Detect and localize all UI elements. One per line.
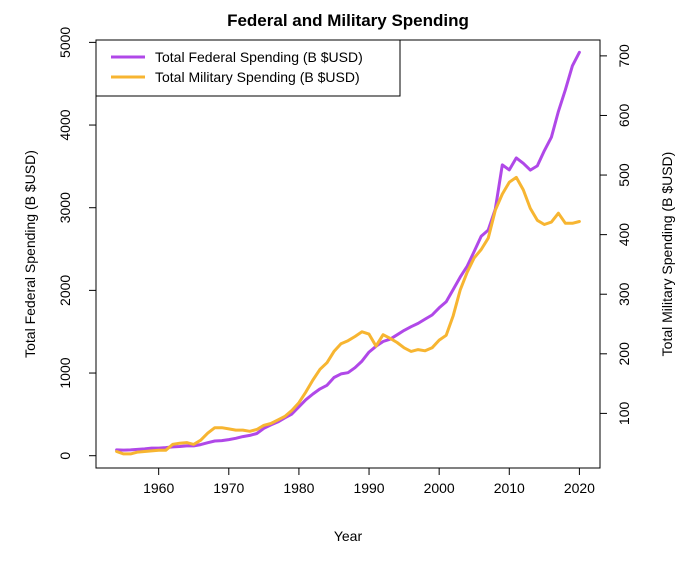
y-tick-label-right: 700 [616, 44, 632, 68]
x-tick-label: 1960 [143, 480, 174, 496]
y-tick-label-left: 1000 [57, 357, 73, 388]
y-tick-label-left: 2000 [57, 275, 73, 306]
y-tick-label-left: 0 [57, 452, 73, 460]
y-tick-label-left: 3000 [57, 192, 73, 223]
federal-spending-line [115, 50, 581, 452]
y-axis-label-left: Total Federal Spending (B $USD) [22, 150, 38, 358]
x-axis-label: Year [334, 528, 363, 544]
plot-frame [95, 39, 601, 469]
legend-label-military: Total Military Spending (B $USD) [155, 69, 360, 85]
legend: Total Federal Spending (B $USD) Total Mi… [95, 39, 401, 97]
legend-label-federal: Total Federal Spending (B $USD) [155, 49, 363, 65]
legend-box [95, 39, 401, 97]
x-tick-label: 1980 [283, 480, 314, 496]
y-tick-label-left: 5000 [57, 27, 73, 58]
x-tick-label: 2020 [564, 480, 595, 496]
x-tick-label: 2000 [424, 480, 455, 496]
y-axis-label-right: Total Military Spending (B $USD) [659, 152, 675, 357]
y-tick-label-right: 300 [616, 282, 632, 306]
chart-title: Federal and Military Spending [227, 11, 469, 30]
y-axis-right: 100 200 300 400 500 600 700 [599, 44, 632, 426]
x-tick-label: 1990 [353, 480, 384, 496]
military-spending-line [115, 175, 581, 456]
x-axis: 1960 1970 1980 1990 2000 2010 2020 [143, 467, 595, 496]
y-tick-label-right: 200 [616, 342, 632, 366]
y-tick-label-right: 500 [616, 163, 632, 187]
y-tick-label-right: 600 [616, 104, 632, 128]
y-tick-label-left: 4000 [57, 109, 73, 140]
y-tick-label-right: 100 [616, 402, 632, 426]
x-tick-label: 2010 [494, 480, 525, 496]
y-tick-label-right: 400 [616, 223, 632, 247]
y-axis-left: 0 1000 2000 3000 4000 5000 [57, 27, 97, 460]
series-layer [115, 50, 581, 456]
x-tick-label: 1970 [213, 480, 244, 496]
